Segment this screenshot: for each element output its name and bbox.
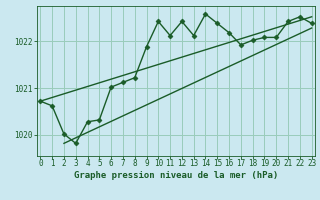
X-axis label: Graphe pression niveau de la mer (hPa): Graphe pression niveau de la mer (hPa)	[74, 171, 278, 180]
